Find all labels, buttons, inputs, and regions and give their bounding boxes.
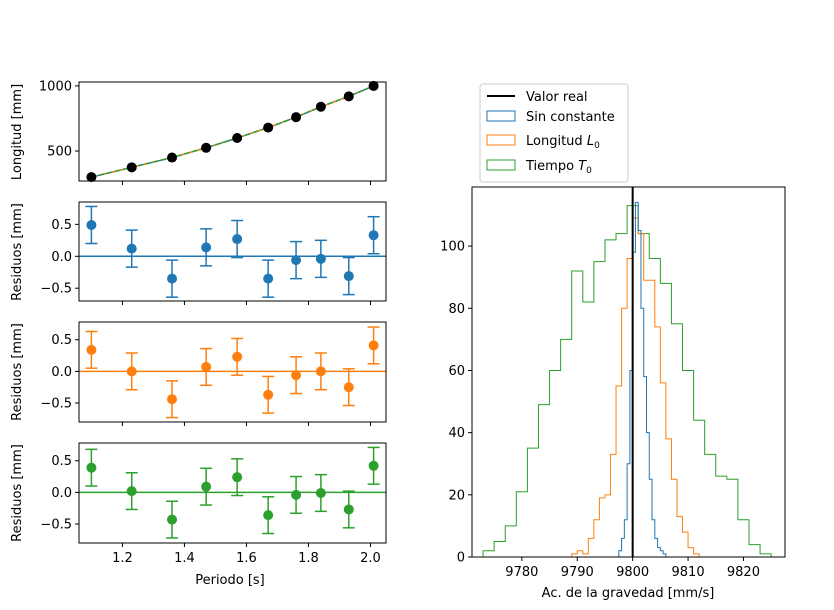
fit-line-longitud bbox=[91, 85, 374, 178]
histograma-ytick-label: 20 bbox=[448, 488, 465, 503]
residual-point bbox=[291, 489, 302, 500]
residual-point bbox=[167, 394, 178, 405]
residuos-3-xtick-label: 1.4 bbox=[174, 551, 195, 566]
legend-label-sin-constante: Sin constante bbox=[526, 110, 615, 125]
residual-point bbox=[263, 389, 274, 400]
residuos-1-ylabel: Residuos [mm] bbox=[10, 203, 25, 301]
longitud-point bbox=[368, 80, 379, 91]
residuos-3-ytick-label: 0.0 bbox=[51, 486, 72, 501]
residual-point bbox=[126, 366, 137, 377]
residual-point bbox=[291, 255, 302, 266]
longitud-point bbox=[232, 133, 243, 144]
histograma-ytick-label: 80 bbox=[448, 302, 465, 317]
legend-swatch-tiempo bbox=[486, 159, 516, 171]
residual-point bbox=[343, 271, 354, 282]
residuos-3-ylabel: Residuos [mm] bbox=[10, 444, 25, 542]
legend-label-longitud: Longitud L0 bbox=[526, 134, 600, 151]
residual-point bbox=[315, 488, 326, 498]
residuos-2-ytick-label: −0.5 bbox=[40, 397, 72, 412]
histogram-step-2 bbox=[482, 205, 772, 557]
panel-residuos-sin-constante: −0.5 0.0 0.5 Residuos [mm] bbox=[10, 201, 387, 305]
residual-point bbox=[263, 273, 274, 284]
residual-point bbox=[232, 351, 243, 362]
residuos-3-xtick-label: 1.8 bbox=[298, 551, 319, 566]
histogram-step-0 bbox=[618, 202, 667, 557]
legend-label-valor-real: Valor real bbox=[526, 90, 588, 105]
residual-point bbox=[232, 234, 243, 245]
longitud-point bbox=[126, 162, 137, 173]
residuos-1-ytick-label: −0.5 bbox=[40, 282, 72, 297]
longitud-ytick-label: 1000 bbox=[39, 79, 72, 94]
residuos-3-ytick-label: −0.5 bbox=[40, 518, 72, 533]
longitud-ytick-label: 500 bbox=[47, 145, 72, 160]
histogram-step-1 bbox=[571, 217, 700, 557]
longitud-point bbox=[167, 152, 178, 163]
histograma-ytick-label: 100 bbox=[440, 240, 465, 255]
residuos-3-xtick-label: 1.6 bbox=[236, 551, 257, 566]
legend-swatch-longitud bbox=[486, 134, 516, 146]
histograma-xtick-label: 9810 bbox=[672, 565, 705, 580]
panel-residuos-tiempo: −0.5 0.0 0.5 1.2 1.4 1.6 1.8 2.0 Residuos [mm]… bbox=[10, 442, 387, 588]
residual-point bbox=[315, 253, 326, 264]
residual-point bbox=[126, 243, 137, 254]
residual-point bbox=[368, 230, 379, 241]
histograma-ytick-label: 0 bbox=[457, 551, 465, 566]
residuos-3-xtick-label: 1.2 bbox=[112, 551, 133, 566]
longitud-point bbox=[343, 91, 354, 102]
residual-point bbox=[315, 366, 326, 377]
histogram-legend: Valor real Sin constante Longitud L0 Tie… bbox=[479, 83, 629, 183]
histograma-xtick-label: 9780 bbox=[505, 565, 538, 580]
legend-label-tiempo: Tiempo T0 bbox=[525, 159, 592, 176]
residuos-3-xtick-label: 2.0 bbox=[360, 551, 381, 566]
residual-point bbox=[86, 462, 97, 473]
longitud-point bbox=[315, 101, 326, 112]
panel-residuos-longitud: −0.5 0.0 0.5 Residuos [mm] bbox=[10, 321, 387, 426]
residual-point bbox=[86, 219, 97, 230]
residual-point bbox=[167, 514, 178, 525]
longitud-point bbox=[201, 142, 212, 153]
legend-swatch-sin-constante bbox=[486, 110, 516, 122]
residuos-3-ytick-label: 0.5 bbox=[51, 454, 72, 469]
residuos-1-ytick-label: 0.0 bbox=[51, 250, 72, 265]
residual-point bbox=[263, 510, 274, 521]
residuos-2-ylabel: Residuos [mm] bbox=[10, 323, 25, 421]
histograma-xtick-label: 9790 bbox=[561, 565, 594, 580]
residuos-2-ytick-label: 0.5 bbox=[51, 333, 72, 348]
residual-point bbox=[232, 472, 243, 483]
longitud-point bbox=[263, 122, 274, 133]
periodo-xlabel: Periodo [s] bbox=[195, 573, 265, 588]
residual-point bbox=[291, 370, 302, 381]
histograma-xtick-label: 9800 bbox=[616, 565, 649, 580]
residual-point bbox=[368, 340, 379, 351]
longitud-point bbox=[86, 172, 97, 183]
panel-longitud: 500 1000 Longitud [mm] bbox=[10, 79, 387, 185]
panel-histograma: 0 20 40 60 80 100 9780 9790 9800 9810 9820 Ac. de… bbox=[440, 186, 786, 601]
histograma-ytick-label: 40 bbox=[448, 426, 465, 441]
histograma-ytick-label: 60 bbox=[448, 364, 465, 379]
residual-point bbox=[86, 344, 97, 355]
gravedad-xlabel: Ac. de la gravedad [mm/s] bbox=[542, 586, 715, 601]
residual-point bbox=[201, 242, 212, 253]
residuos-1-ytick-label: 0.5 bbox=[51, 218, 72, 233]
residual-point bbox=[343, 504, 354, 515]
histograma-xtick-label: 9820 bbox=[727, 565, 760, 580]
residual-point bbox=[368, 460, 379, 471]
residual-point bbox=[343, 382, 354, 393]
legend-frame bbox=[479, 83, 629, 183]
residual-point bbox=[167, 273, 178, 284]
residual-point bbox=[201, 361, 212, 372]
residual-point bbox=[201, 481, 212, 492]
longitud-ylabel: Longitud [mm] bbox=[10, 84, 25, 180]
longitud-point bbox=[291, 112, 302, 123]
residuos-2-ytick-label: 0.0 bbox=[51, 365, 72, 380]
residual-point bbox=[126, 486, 137, 497]
